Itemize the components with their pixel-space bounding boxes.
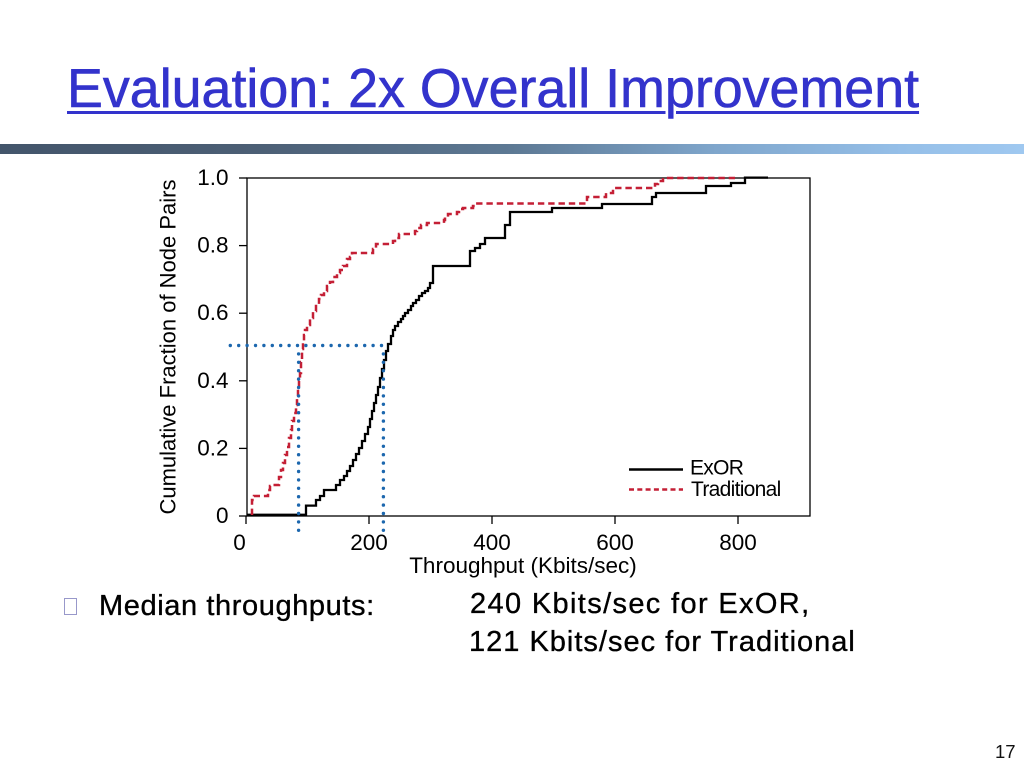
svg-text:ExOR: ExOR — [690, 457, 744, 480]
svg-text:0.6: 0.6 — [197, 300, 228, 325]
svg-text:600: 600 — [596, 530, 634, 555]
svg-text:0: 0 — [216, 503, 229, 528]
svg-text:Traditional: Traditional — [691, 478, 781, 501]
svg-text:800: 800 — [719, 530, 757, 555]
svg-text:1.0: 1.0 — [197, 165, 228, 190]
svg-text:0.8: 0.8 — [197, 233, 228, 258]
svg-text:Cumulative Fraction of Node Pa: Cumulative Fraction of Node Pairs — [156, 179, 181, 514]
svg-text:0.2: 0.2 — [197, 435, 228, 460]
svg-text:0.4: 0.4 — [197, 368, 228, 393]
svg-text:Throughput (Kbits/sec): Throughput (Kbits/sec) — [409, 553, 637, 578]
svg-text:0: 0 — [233, 530, 246, 555]
svg-text:200: 200 — [350, 530, 388, 555]
svg-text:400: 400 — [473, 530, 511, 555]
